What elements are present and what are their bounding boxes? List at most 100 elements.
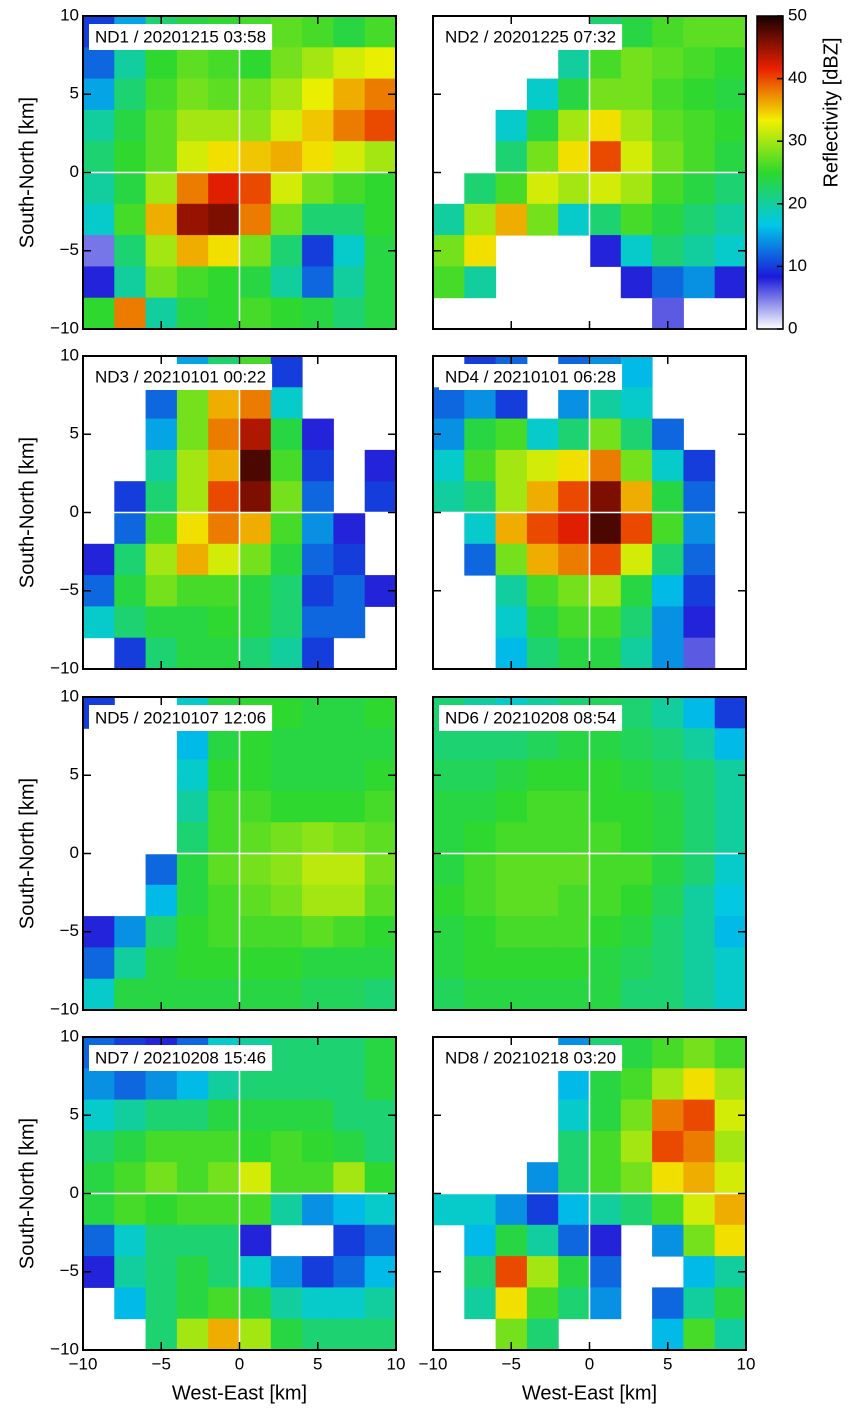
heat-cell: [208, 109, 240, 142]
heat-cell: [652, 1193, 684, 1226]
y-tick-label: 10: [60, 5, 79, 24]
heat-cell: [714, 853, 747, 886]
heat-cell: [495, 1256, 528, 1288]
heat-cell: [302, 1162, 334, 1194]
heat-cell: [558, 47, 590, 80]
heat-cell: [620, 606, 653, 639]
heat-cell: [270, 78, 303, 111]
heat-cell: [145, 1287, 178, 1320]
heat-cell: [714, 1193, 747, 1226]
heat-cell: [589, 418, 622, 451]
y-axis-label: South-North [km]: [16, 1118, 38, 1269]
heat-cell: [270, 449, 303, 482]
heat-cell: [364, 1193, 397, 1226]
heat-cell: [714, 16, 747, 48]
heat-cell: [333, 203, 366, 236]
y-tick-label: 5: [70, 1105, 79, 1124]
heat-cell: [333, 16, 366, 48]
heat-cell: [558, 947, 590, 980]
heat-cell: [302, 141, 334, 173]
heat-cell: [302, 203, 334, 236]
heat-cell: [589, 1256, 622, 1288]
heat-cell: [558, 449, 590, 482]
heat-cell: [239, 47, 272, 80]
title-box: [89, 1045, 273, 1071]
heat-cell: [270, 109, 303, 142]
heat-cell: [589, 387, 622, 420]
heat-cell: [239, 1130, 272, 1163]
heat-cell: [333, 1318, 366, 1351]
heat-cell: [239, 297, 272, 330]
heat-cell: [333, 1037, 366, 1069]
y-tick-label: −10: [50, 1339, 79, 1358]
heat-cell: [145, 203, 178, 236]
heat-cell: [208, 1099, 240, 1132]
heat-cell: [589, 109, 622, 142]
heat-cell: [558, 790, 590, 823]
heat-cell: [620, 47, 653, 80]
heat-cell: [114, 1256, 147, 1288]
colorbar-tick-label: 10: [788, 256, 807, 275]
heat-cell: [526, 78, 559, 111]
heat-cell: [145, 418, 178, 451]
y-tick-label: 10: [60, 686, 79, 705]
heat-cell: [495, 790, 528, 823]
heat-cell: [714, 822, 747, 854]
heat-cell: [364, 1037, 397, 1069]
heat-cell: [176, 449, 209, 482]
y-tick-label: 5: [70, 84, 79, 103]
heat-cell: [464, 728, 497, 761]
heat-cell: [683, 790, 716, 823]
heat-cell: [208, 728, 240, 761]
heat-cell: [208, 637, 240, 670]
heat-cell: [464, 203, 497, 236]
heat-cell: [208, 822, 240, 854]
heat-cell: [464, 947, 497, 980]
heat-cell: [464, 418, 497, 451]
y-tick-label: −5: [60, 240, 79, 259]
heat-cell: [652, 141, 684, 173]
heat-cell: [589, 203, 622, 236]
heat-cell: [495, 203, 528, 236]
heat-cell: [683, 1099, 716, 1132]
heat-cell: [145, 916, 178, 948]
heat-cell: [683, 172, 716, 205]
heat-cell: [526, 947, 559, 980]
heat-cell: [176, 109, 209, 142]
heat-cell: [364, 1318, 397, 1351]
heat-cell: [464, 884, 497, 917]
heat-cell: [333, 172, 366, 205]
heat-cell: [145, 1193, 178, 1226]
heat-cell: [239, 543, 272, 576]
heat-cell: [714, 1318, 747, 1351]
heat-cell: [208, 606, 240, 639]
heat-cell: [145, 1068, 178, 1101]
heat-cell: [114, 1130, 147, 1163]
heat-cell: [270, 1287, 303, 1320]
heat-cell: [270, 606, 303, 639]
heat-cell: [652, 1099, 684, 1132]
heat-cell: [652, 1130, 684, 1163]
heat-cell: [145, 78, 178, 111]
heat-cell: [239, 387, 272, 420]
heat-cell: [558, 512, 590, 545]
heat-cell: [464, 512, 497, 545]
heat-cell: [620, 203, 653, 236]
heat-cell: [683, 1162, 716, 1194]
heat-cell: [558, 1287, 590, 1320]
heat-cell: [302, 822, 334, 854]
heat-cell: [589, 78, 622, 111]
heat-cell: [239, 235, 272, 267]
heat-cell: [495, 418, 528, 451]
heat-cell: [495, 884, 528, 917]
heat-cell: [620, 1068, 653, 1101]
heat-cell: [145, 543, 178, 576]
panel: ND2 / 20201225 07:32: [432, 15, 747, 330]
heat-cell: [683, 47, 716, 80]
heat-cell: [364, 1130, 397, 1163]
heat-cell: [683, 481, 716, 513]
heat-cell: [589, 822, 622, 854]
heat-cell: [302, 481, 334, 513]
y-axis-label: South-North [km]: [16, 778, 38, 929]
heat-cell: [464, 1224, 497, 1257]
